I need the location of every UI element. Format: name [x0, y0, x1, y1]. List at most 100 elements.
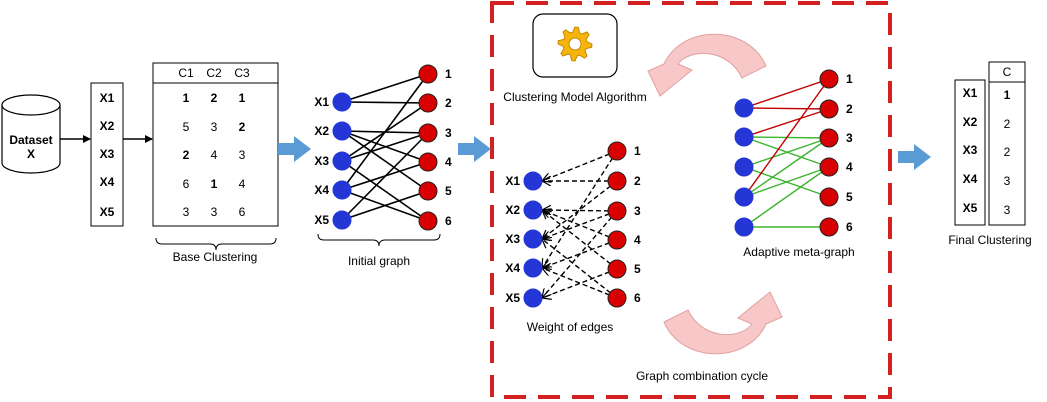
- weight-edge: [542, 210, 618, 239]
- initial-cluster-node: [418, 64, 438, 84]
- weight-cluster-label: 3: [634, 204, 641, 218]
- meta-sample-node: [734, 217, 754, 237]
- meta-cluster-node: [819, 187, 839, 207]
- dataset-sublabel: X: [27, 147, 35, 161]
- final-col-header: C: [1003, 65, 1012, 79]
- meta-edge: [743, 78, 830, 198]
- weight-sample-label: X3: [505, 232, 520, 246]
- final-caption: Final Clustering: [948, 233, 1031, 247]
- weight-cluster-node: [607, 171, 627, 191]
- initial-sample-label: X4: [314, 183, 329, 197]
- weight-edge: [542, 210, 618, 298]
- initial-edge: [341, 73, 429, 191]
- initial-sample-node: [332, 92, 352, 112]
- base-cell: 4: [239, 177, 246, 191]
- meta-cluster-label: 2: [846, 102, 853, 116]
- weight-edge: [542, 268, 618, 298]
- initial-cluster-node: [418, 181, 438, 201]
- weight-sample-node: [523, 258, 543, 278]
- base-col-header: C2: [206, 66, 222, 80]
- initial-edge: [341, 101, 429, 104]
- weight-edge: [542, 180, 618, 239]
- meta-sample-node: [734, 187, 754, 207]
- meta-cluster-label: 1: [846, 72, 853, 86]
- initial-cluster-label: 1: [445, 67, 452, 81]
- initial-cluster-label: 2: [445, 96, 452, 110]
- final-value: 2: [1004, 145, 1011, 159]
- initial-edge: [341, 132, 429, 221]
- base-cell: 1: [239, 91, 246, 105]
- weight-sample-label: X2: [505, 203, 520, 217]
- initial-edge: [341, 130, 429, 192]
- weight-cluster-node: [607, 141, 627, 161]
- initial-edge: [341, 160, 429, 222]
- flow-arrow-3: [898, 144, 931, 170]
- meta-edge: [743, 107, 830, 110]
- weight-cluster-node: [607, 230, 627, 250]
- sample-label: X1: [100, 91, 115, 105]
- meta-cluster-label: 4: [846, 160, 853, 174]
- final-value: 3: [1004, 174, 1011, 188]
- weight-cluster-node: [607, 288, 627, 308]
- dataset-label: Dataset: [9, 133, 52, 147]
- algorithm-caption: Clustering Model Algorithm: [503, 90, 646, 104]
- flow-arrow-2: [458, 136, 491, 162]
- meta-edge: [743, 137, 830, 198]
- weight-cluster-label: 2: [634, 174, 641, 188]
- cycle-arrow-bottom: [663, 291, 783, 355]
- initial-edge: [341, 132, 429, 162]
- meta-graph-caption: Adaptive meta-graph: [743, 245, 854, 259]
- weight-sample-label: X5: [505, 291, 520, 305]
- dataset-cylinder: Dataset X: [1, 94, 61, 174]
- weight-edge: [542, 210, 618, 211]
- weight-sample-label: X1: [505, 174, 520, 188]
- final-values-box: [988, 81, 1026, 226]
- final-sample-label: X4: [963, 172, 978, 186]
- weight-cluster-label: 4: [634, 233, 641, 247]
- meta-sample-node: [734, 127, 754, 147]
- final-sample-label: X1: [963, 86, 978, 100]
- initial-edge: [341, 73, 429, 103]
- flow-arrow-1: [278, 136, 311, 162]
- meta-edge: [743, 166, 830, 198]
- initial-brace: [317, 233, 441, 247]
- final-sample-label: X2: [963, 115, 978, 129]
- final-samples-box: [954, 79, 986, 226]
- base-brace: [155, 237, 277, 251]
- meta-edge: [743, 78, 830, 109]
- cycle-arrow-top: [647, 33, 767, 97]
- base-cell: 2: [183, 148, 190, 162]
- meta-sample-node: [734, 98, 754, 118]
- initial-sample-node: [332, 210, 352, 230]
- weight-edge: [542, 150, 618, 181]
- sample-label: X5: [100, 205, 115, 219]
- weight-cluster-label: 5: [634, 262, 641, 276]
- sample-label: X2: [100, 119, 115, 133]
- gear-icon: [557, 26, 593, 62]
- base-cell: 1: [211, 177, 218, 191]
- final-value: 2: [1004, 117, 1011, 131]
- base-cell: 3: [211, 205, 218, 219]
- base-cell: 5: [183, 120, 190, 134]
- base-cell: 1: [183, 91, 190, 105]
- meta-cluster-node: [819, 217, 839, 237]
- base-table-body: [152, 82, 279, 227]
- initial-cluster-node: [418, 93, 438, 113]
- weight-caption: Weight of edges: [527, 320, 614, 334]
- meta-edge: [743, 108, 830, 138]
- initial-cluster-label: 5: [445, 184, 452, 198]
- sample-label: X3: [100, 147, 115, 161]
- meta-cluster-node: [819, 157, 839, 177]
- base-cell: 6: [183, 177, 190, 191]
- initial-sample-label: X1: [314, 95, 329, 109]
- weight-edge: [542, 210, 618, 270]
- weight-sample-label: X4: [505, 261, 520, 275]
- initial-edge: [341, 190, 429, 221]
- meta-cluster-label: 3: [846, 131, 853, 145]
- weight-cluster-label: 6: [634, 291, 641, 305]
- initial-sample-label: X2: [314, 124, 329, 138]
- meta-cluster-label: 6: [846, 220, 853, 234]
- meta-cluster-node: [819, 99, 839, 119]
- base-cell: 6: [239, 205, 246, 219]
